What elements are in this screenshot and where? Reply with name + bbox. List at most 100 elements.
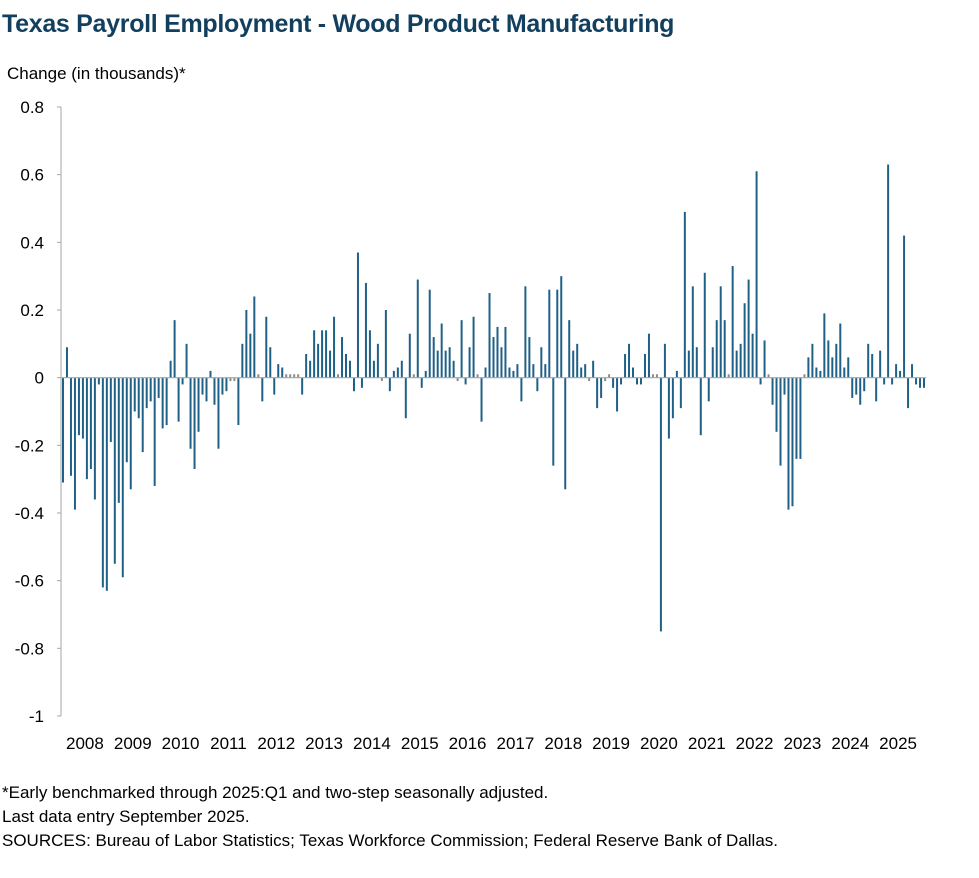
y-tick-label: -0.8 bbox=[15, 639, 44, 658]
y-tick-label: -0.6 bbox=[15, 572, 44, 591]
bar bbox=[293, 374, 296, 378]
y-tick-label: -1 bbox=[29, 707, 44, 726]
bar bbox=[699, 377, 702, 436]
bar bbox=[380, 377, 383, 382]
bar bbox=[396, 367, 399, 378]
bar bbox=[799, 377, 802, 459]
bar bbox=[612, 377, 615, 388]
bar bbox=[93, 377, 96, 500]
footnotes: *Early benchmarked through 2025:Q1 and t… bbox=[2, 781, 778, 853]
bar bbox=[404, 377, 407, 419]
bar bbox=[556, 289, 559, 378]
bar bbox=[895, 364, 898, 378]
bar bbox=[452, 360, 455, 378]
bar bbox=[193, 377, 196, 470]
bar bbox=[624, 353, 627, 378]
bar bbox=[85, 377, 88, 480]
bar bbox=[253, 296, 256, 378]
bar bbox=[333, 316, 336, 378]
bar bbox=[376, 343, 379, 378]
bar bbox=[305, 353, 308, 378]
x-tick-label: 2013 bbox=[305, 734, 343, 753]
bar bbox=[771, 377, 774, 405]
bar bbox=[105, 377, 108, 591]
bar bbox=[360, 377, 363, 388]
bar bbox=[911, 364, 914, 378]
bar bbox=[723, 320, 726, 378]
bar bbox=[225, 377, 228, 392]
bar bbox=[169, 360, 172, 378]
bar bbox=[372, 360, 375, 378]
bar bbox=[321, 330, 324, 378]
bar bbox=[891, 377, 894, 385]
bar bbox=[117, 377, 120, 503]
bar bbox=[245, 310, 248, 378]
bar bbox=[273, 377, 276, 395]
bar bbox=[779, 377, 782, 466]
bar bbox=[548, 289, 551, 378]
bar bbox=[727, 374, 730, 378]
bar bbox=[241, 343, 244, 378]
bar bbox=[480, 377, 483, 422]
bar bbox=[265, 316, 268, 378]
bar bbox=[883, 377, 886, 385]
bar bbox=[133, 377, 136, 412]
bar bbox=[261, 377, 264, 402]
bar bbox=[173, 320, 176, 378]
bar bbox=[544, 364, 547, 378]
bar bbox=[317, 343, 320, 378]
bar bbox=[185, 343, 188, 378]
bar bbox=[197, 377, 200, 432]
bar bbox=[496, 326, 499, 378]
footnote-sources: SOURCES: Bureau of Labor Statistics; Tex… bbox=[2, 831, 779, 850]
bar bbox=[667, 377, 670, 439]
bar bbox=[524, 286, 527, 378]
bar bbox=[863, 377, 866, 392]
bar bbox=[504, 326, 507, 378]
bar bbox=[596, 377, 599, 409]
bar bbox=[101, 377, 104, 588]
bar bbox=[440, 323, 443, 378]
bar bbox=[341, 337, 344, 378]
bar bbox=[695, 347, 698, 378]
bar bbox=[871, 353, 874, 378]
bar bbox=[887, 164, 890, 378]
bar bbox=[651, 374, 654, 378]
y-tick-label: -0.2 bbox=[15, 436, 44, 455]
chart-title: Texas Payroll Employment - Wood Product … bbox=[2, 10, 675, 38]
bar bbox=[281, 367, 284, 378]
x-tick-label: 2008 bbox=[66, 734, 104, 753]
bar bbox=[675, 370, 678, 378]
bar bbox=[249, 333, 252, 378]
bar bbox=[572, 350, 575, 378]
bar bbox=[803, 374, 806, 378]
bar bbox=[233, 377, 236, 382]
x-tick-label: 2024 bbox=[831, 734, 869, 753]
bar bbox=[472, 316, 475, 378]
bar bbox=[289, 374, 292, 378]
bar bbox=[711, 347, 714, 378]
bar bbox=[420, 377, 423, 388]
bar bbox=[492, 337, 495, 378]
bar bbox=[269, 347, 272, 378]
bar bbox=[552, 377, 555, 466]
bar bbox=[161, 377, 164, 429]
bar bbox=[807, 357, 810, 378]
footnote-benchmark: *Early benchmarked through 2025:Q1 and t… bbox=[2, 783, 549, 802]
bar bbox=[345, 353, 347, 378]
bar bbox=[65, 347, 68, 378]
bar bbox=[349, 360, 351, 378]
bar bbox=[879, 350, 882, 378]
bar bbox=[767, 374, 770, 378]
bar bbox=[819, 370, 822, 378]
y-tick-label: 0 bbox=[35, 369, 44, 388]
bar bbox=[639, 377, 642, 385]
bar bbox=[512, 370, 515, 378]
bar bbox=[428, 289, 431, 378]
x-tick-label: 2017 bbox=[496, 734, 534, 753]
bar bbox=[125, 377, 128, 463]
y-axis-label: Change (in thousands)* bbox=[7, 64, 186, 83]
bar bbox=[643, 353, 646, 378]
bar bbox=[368, 330, 371, 378]
bar bbox=[647, 333, 650, 378]
